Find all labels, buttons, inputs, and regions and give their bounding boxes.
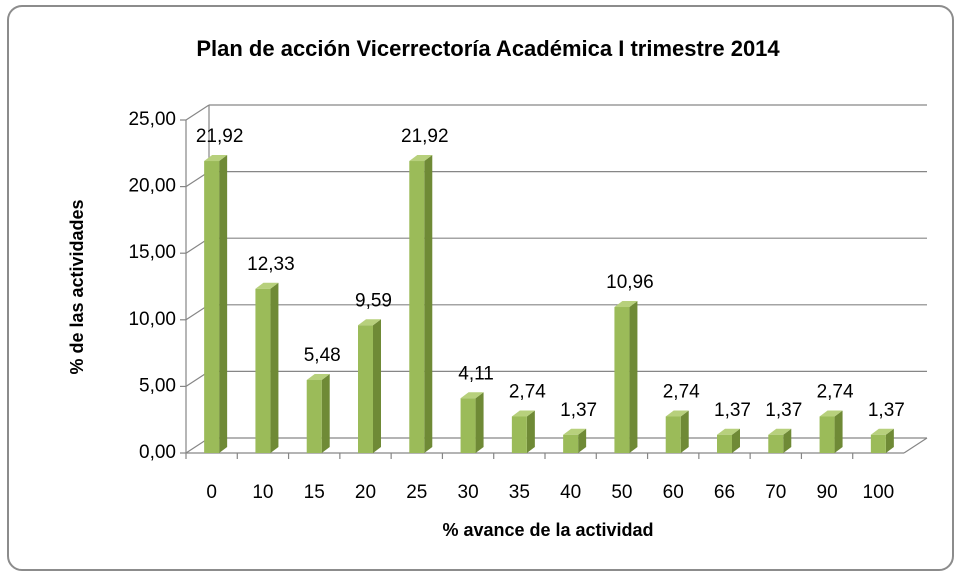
y-tick-label: 15,00 [128, 242, 176, 263]
bar-front [409, 161, 425, 453]
bar [306, 374, 330, 453]
chart-frame [7, 5, 954, 571]
value-label: 12,33 [247, 254, 295, 275]
x-tick-label: 40 [560, 482, 581, 503]
x-tick-label: 10 [252, 482, 273, 503]
x-tick-label: 66 [714, 482, 735, 503]
x-tick-label: 15 [304, 482, 325, 503]
bar [511, 410, 535, 453]
bar-top [460, 392, 484, 399]
bar [665, 410, 689, 453]
value-label: 2,74 [817, 382, 854, 403]
bar [255, 282, 279, 453]
bar-side [783, 428, 792, 453]
bar [409, 155, 433, 453]
bar-front [768, 434, 784, 453]
bar [870, 428, 894, 453]
x-tick-label: 20 [355, 482, 376, 503]
bar-top [409, 155, 433, 162]
bar-front [255, 288, 271, 453]
value-label: 1,37 [714, 400, 751, 421]
x-tick-label: 100 [863, 482, 895, 503]
bar [563, 428, 587, 453]
x-tick-label: 70 [765, 482, 786, 503]
x-tick-label: 60 [663, 482, 684, 503]
bar-top [255, 282, 279, 289]
x-tick-label: 90 [817, 482, 838, 503]
value-label: 4,11 [458, 363, 494, 384]
bar-top [358, 319, 381, 326]
bar [358, 319, 381, 453]
bar [768, 428, 792, 453]
bar-front [306, 380, 322, 453]
value-label: 9,59 [355, 290, 392, 311]
value-label: 2,74 [509, 382, 546, 403]
bar-side [270, 282, 279, 453]
y-tick-label: 0,00 [139, 442, 176, 463]
bar-side [578, 428, 587, 453]
value-label: 2,74 [663, 382, 700, 403]
bar-front [358, 325, 373, 453]
bar-front [460, 398, 476, 453]
bar-side [885, 428, 894, 453]
bar-top [717, 428, 740, 435]
value-label: 1,37 [765, 400, 802, 421]
y-tick-label: 20,00 [128, 176, 176, 197]
bar-side [680, 410, 689, 453]
x-tick-label: 35 [509, 482, 530, 503]
bar-front [204, 161, 220, 453]
bar-top [768, 428, 792, 435]
x-tick-label: 0 [206, 482, 217, 503]
bar-side [373, 319, 381, 453]
bar [614, 301, 638, 453]
bar-front [665, 416, 681, 453]
bar-top [563, 428, 587, 435]
y-tick-label: 10,00 [128, 309, 176, 330]
x-tick-label: 50 [611, 482, 632, 503]
y-axis-title: % de las actividades [67, 199, 87, 374]
bar-side [526, 410, 535, 453]
value-label: 21,92 [196, 126, 244, 147]
bar-top [204, 155, 228, 162]
bar [819, 410, 843, 453]
bar-top [870, 428, 894, 435]
bar-front [717, 434, 732, 453]
bar-front [614, 307, 630, 453]
bar-top [614, 301, 638, 308]
x-tick-label: 30 [458, 482, 479, 503]
x-tick-label: 25 [406, 482, 427, 503]
value-label: 10,96 [606, 272, 654, 293]
value-label: 5,48 [304, 345, 341, 366]
value-label: 1,37 [560, 400, 597, 421]
y-tick-label: 5,00 [139, 375, 176, 396]
x-axis-title: % avance de la actividad [442, 520, 653, 540]
bar-front [563, 434, 579, 453]
y-tick-label: 25,00 [128, 109, 176, 130]
bar-front [511, 416, 527, 453]
bar-top [306, 374, 330, 381]
bar-side [629, 301, 638, 453]
grid-line [185, 104, 210, 121]
bar [460, 392, 484, 453]
bar-top [665, 410, 689, 417]
bar-top [819, 410, 843, 417]
bar [204, 155, 228, 453]
value-label: 21,92 [401, 126, 449, 147]
bar-side [424, 155, 433, 453]
bar-side [321, 374, 330, 453]
bar-side [475, 392, 484, 453]
chart-title: Plan de acción Vicerrectoría Académica I… [196, 36, 780, 61]
bar-front [870, 434, 886, 453]
bar-side [834, 410, 843, 453]
axis-line [903, 437, 928, 454]
bar [717, 428, 740, 453]
bar-top [511, 410, 535, 417]
bar-side [219, 155, 228, 453]
bar-side [732, 428, 740, 453]
value-label: 1,37 [868, 400, 905, 421]
bar-front [819, 416, 835, 453]
